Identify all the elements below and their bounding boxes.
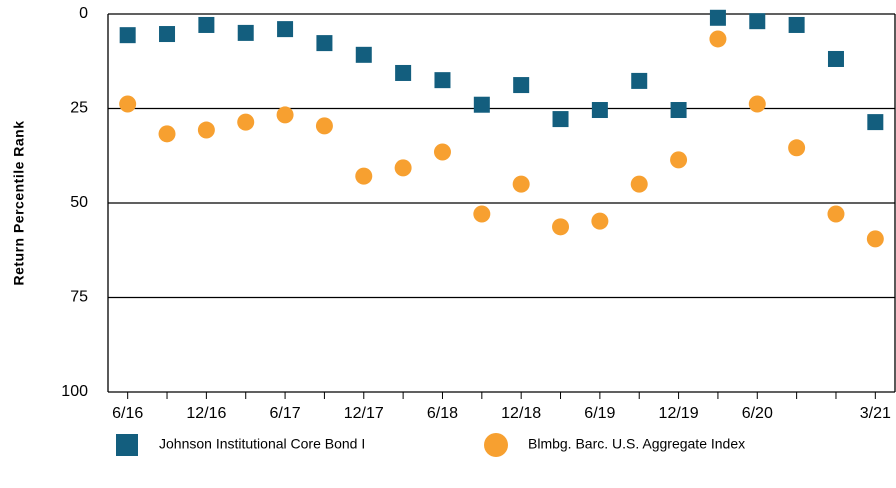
point [159, 26, 176, 43]
x-tick-label: 6/18 [427, 405, 458, 422]
point [630, 175, 648, 193]
x-tick-label: 12/16 [186, 405, 226, 422]
x-tick-label: 6/20 [742, 405, 773, 422]
point [198, 16, 215, 33]
point [119, 95, 137, 113]
x-tick-label: 6/19 [584, 405, 615, 422]
x-tick-label: 12/18 [501, 405, 541, 422]
point [433, 143, 451, 161]
point [394, 159, 412, 177]
x-tick-label: 12/19 [659, 405, 699, 422]
x-tick-label: 3/21 [860, 405, 891, 422]
point [552, 218, 570, 236]
point [552, 111, 569, 128]
point [277, 21, 294, 38]
point [788, 16, 805, 33]
point [748, 95, 766, 113]
point [158, 125, 176, 143]
y-tick-label: 50 [70, 194, 88, 211]
point [315, 117, 333, 135]
point [434, 72, 451, 89]
point [197, 121, 215, 139]
y-axis-label: Return Percentile Rank [11, 120, 27, 285]
point [276, 106, 294, 124]
legend-label: Blmbg. Barc. U.S. Aggregate Index [528, 436, 745, 452]
point [473, 96, 490, 113]
point [473, 205, 491, 223]
point [355, 167, 373, 185]
x-tick-label: 12/17 [344, 405, 384, 422]
point [631, 72, 648, 89]
x-tick-label: 6/16 [112, 405, 143, 422]
legend-label: Johnson Institutional Core Bond I [159, 436, 365, 452]
point [512, 175, 530, 193]
y-tick-label: 25 [70, 100, 88, 117]
point [513, 77, 530, 94]
legend-swatch [484, 433, 508, 457]
point [591, 102, 608, 119]
point [827, 50, 844, 67]
point [119, 27, 136, 44]
point [355, 46, 372, 63]
y-tick-label: 0 [79, 5, 88, 22]
point [788, 139, 806, 157]
point [709, 30, 727, 48]
y-tick-label: 100 [61, 383, 88, 400]
point [670, 102, 687, 119]
point [827, 205, 845, 223]
point [867, 114, 884, 131]
x-tick-label: 6/17 [270, 405, 301, 422]
point [237, 24, 254, 41]
point [749, 13, 766, 30]
legend-swatch [116, 434, 138, 456]
point [866, 230, 884, 248]
point [316, 35, 333, 52]
y-tick-label: 75 [70, 289, 88, 306]
point [237, 113, 255, 131]
point [395, 64, 412, 81]
point [709, 9, 726, 26]
point [670, 151, 688, 169]
point [591, 212, 609, 230]
